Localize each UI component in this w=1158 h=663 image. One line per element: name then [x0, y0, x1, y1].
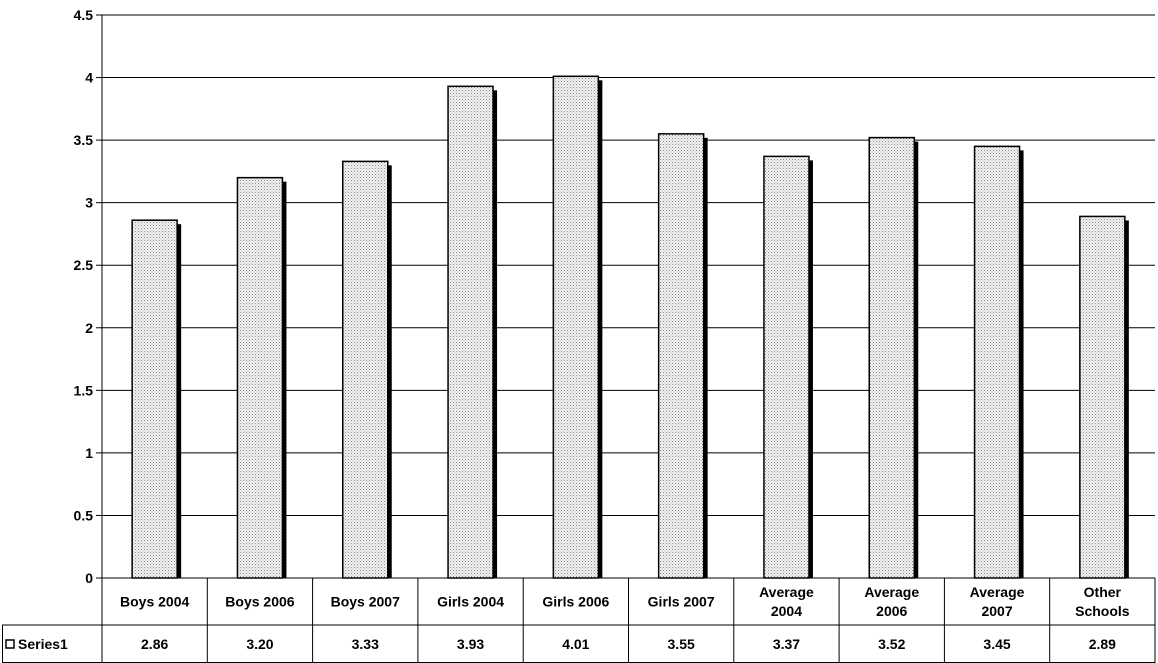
- y-tick-label: 3.5: [74, 132, 94, 148]
- y-tick-label: 3: [85, 195, 93, 211]
- bar: [1079, 215, 1126, 579]
- y-tick-label: 4.5: [74, 7, 94, 23]
- bar: [657, 133, 705, 579]
- bar: [552, 75, 600, 579]
- category-label: Girls 2004: [437, 594, 504, 610]
- bar: [236, 176, 284, 579]
- y-tick-label: 1: [85, 445, 93, 461]
- value-label: 3.55: [668, 636, 695, 652]
- category-label: Girls 2006: [542, 594, 609, 610]
- y-tick-label: 1.5: [74, 382, 94, 398]
- value-label: 3.93: [457, 636, 484, 652]
- value-label: 2.89: [1089, 636, 1116, 652]
- category-label: Average: [864, 584, 919, 600]
- bars: [131, 75, 1129, 579]
- category-label: Boys 2007: [331, 594, 400, 610]
- value-label: 3.52: [878, 636, 905, 652]
- category-label: 2004: [771, 603, 802, 619]
- category-label: 2007: [981, 603, 1012, 619]
- y-tick-label: 0: [85, 570, 93, 586]
- category-label: Schools: [1075, 603, 1130, 619]
- bar: [131, 219, 178, 579]
- data-table: Boys 2004 Boys 2006 Boys 2007 Girls 2004 Gir…: [2, 577, 1156, 663]
- y-tick-label: 0.5: [74, 507, 94, 523]
- value-label: 2.86: [141, 636, 168, 652]
- bar: [973, 145, 1021, 579]
- bar: [868, 136, 915, 579]
- y-axis: 0 0.5 1 1.5 2 2.5 3 3.5 4 4.5: [74, 7, 103, 586]
- series-name: Series1: [18, 636, 68, 652]
- category-label: Boys 2006: [225, 594, 294, 610]
- category-label: Boys 2004: [120, 594, 189, 610]
- category-label: Average: [759, 584, 814, 600]
- value-label: 3.33: [352, 636, 379, 652]
- value-label: 4.01: [562, 636, 589, 652]
- y-tick-label: 2.5: [74, 257, 94, 273]
- y-tick-label: 2: [85, 320, 93, 336]
- bar: [447, 85, 494, 579]
- bar: [342, 160, 389, 579]
- legend-key-icon: [5, 639, 15, 649]
- bar: [763, 155, 810, 579]
- category-label: Average: [970, 584, 1025, 600]
- category-label: Girls 2007: [648, 594, 715, 610]
- value-label: 3.45: [983, 636, 1010, 652]
- y-tick-label: 4: [85, 70, 93, 86]
- value-label: 3.37: [773, 636, 800, 652]
- category-label: Other: [1084, 584, 1122, 600]
- category-label: 2006: [876, 603, 907, 619]
- value-label: 3.20: [246, 636, 273, 652]
